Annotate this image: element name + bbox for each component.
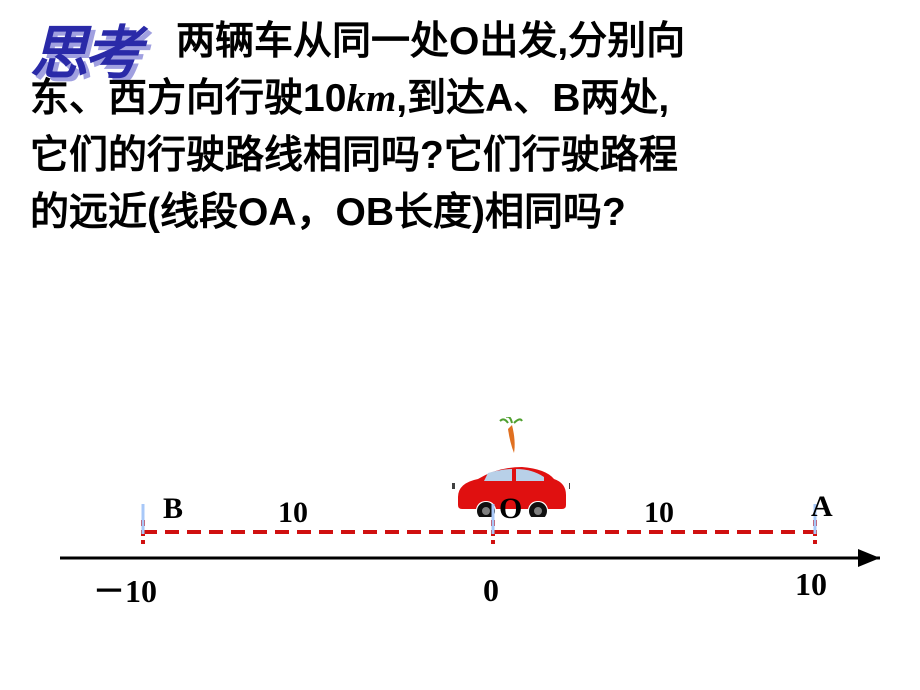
number-line-diagram: B O A 10 10 －10 0 10 [0,385,920,615]
q-line4: 的远近(线段OA，OB长度)相同吗? [30,191,626,234]
label-seg-BO: 10 [278,496,308,530]
label-val-A: 10 [795,566,827,603]
q-line2a: 东、西方向行驶10 [30,77,346,120]
q-line1: 两辆车从同一处O出发,分别向 [176,20,685,63]
q-km: km [346,77,396,120]
label-val-B: －10 [93,566,157,612]
label-B: B [163,492,183,526]
q-line3: 它们的行驶路线相同吗?它们行驶路程 [30,134,678,177]
axis-arrow-icon [858,549,880,567]
question-paragraph: 两辆车从同一处O出发,分别向 东、西方向行驶10km,到达A、B两处, 它们的行… [30,14,900,242]
label-val-O: 0 [483,572,499,609]
q-line2b: ,到达A、B两处, [396,77,669,120]
label-seg-OA: 10 [644,496,674,530]
label-A: A [811,490,833,524]
label-O: O [499,492,522,526]
